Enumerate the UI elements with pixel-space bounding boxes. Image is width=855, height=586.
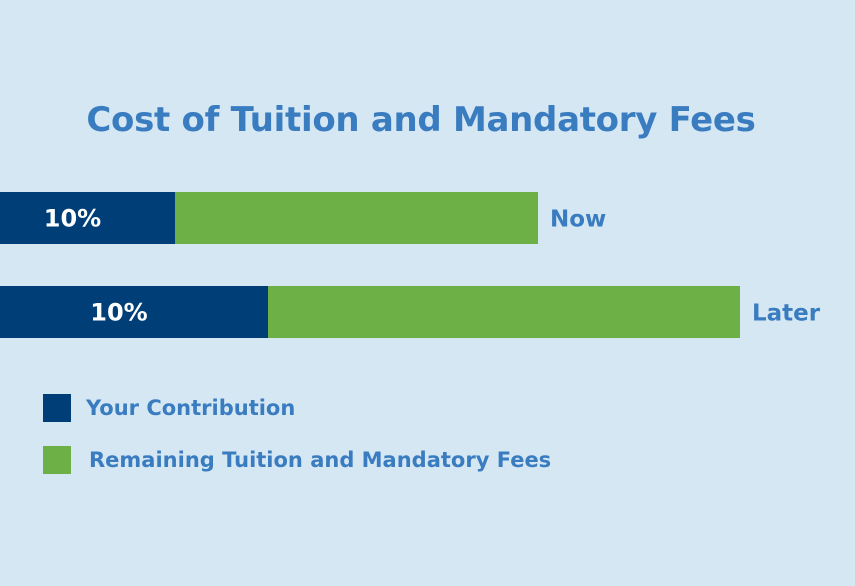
legend-swatch-remaining-fees <box>43 446 71 474</box>
legend-label-remaining-fees: Remaining Tuition and Mandatory Fees <box>89 448 552 472</box>
bar-segment-later-remaining-tuition-and-mandatory-fees <box>268 286 740 338</box>
legend-swatch-your-contribution <box>43 394 71 422</box>
bar-segment-now-remaining-tuition-and-mandatory-fees <box>175 192 538 244</box>
bar-segment-now-your-contribution <box>0 192 175 244</box>
chart-title: Cost of Tuition and Mandatory Fees <box>86 100 756 140</box>
bar-segment-later-your-contribution <box>0 286 268 338</box>
data-label-later: 10% <box>90 299 147 327</box>
category-label-now: Now <box>550 206 606 232</box>
data-label-now: 10% <box>44 205 101 233</box>
legend-item-remaining-fees: Remaining Tuition and Mandatory Fees <box>43 446 551 474</box>
category-label-later: Later <box>752 300 821 326</box>
legend-item-your-contribution: Your Contribution <box>43 394 295 422</box>
legend-label-your-contribution: Your Contribution <box>86 396 296 420</box>
